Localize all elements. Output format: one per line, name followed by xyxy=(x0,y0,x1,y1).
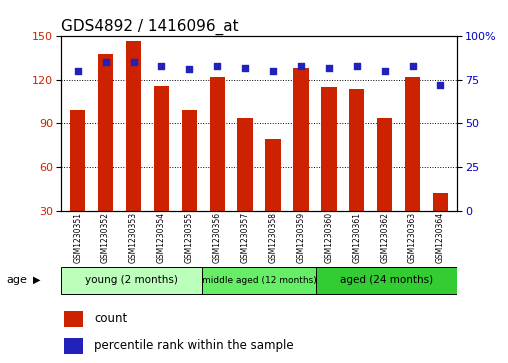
Point xyxy=(102,60,110,65)
Point xyxy=(297,63,305,69)
Text: GDS4892 / 1416096_at: GDS4892 / 1416096_at xyxy=(61,19,239,35)
FancyBboxPatch shape xyxy=(61,266,203,294)
Point xyxy=(213,63,221,69)
Point xyxy=(436,82,444,88)
Bar xyxy=(64,338,83,354)
Bar xyxy=(265,139,281,254)
Text: aged (24 months): aged (24 months) xyxy=(340,276,433,285)
Point xyxy=(74,68,82,74)
FancyBboxPatch shape xyxy=(315,266,457,294)
Bar xyxy=(182,110,197,254)
Text: ▶: ▶ xyxy=(33,275,40,285)
Point xyxy=(380,68,389,74)
Point xyxy=(185,66,194,72)
Bar xyxy=(154,86,169,254)
Bar xyxy=(433,193,448,254)
Bar xyxy=(237,118,253,254)
Point xyxy=(353,63,361,69)
Point xyxy=(408,63,417,69)
Bar xyxy=(349,89,364,254)
Text: middle aged (12 months): middle aged (12 months) xyxy=(202,276,316,285)
Bar xyxy=(126,41,141,254)
Point xyxy=(241,65,249,70)
Text: count: count xyxy=(94,312,127,325)
Bar xyxy=(377,118,392,254)
Bar xyxy=(321,87,336,254)
Text: young (2 months): young (2 months) xyxy=(85,276,178,285)
Text: percentile rank within the sample: percentile rank within the sample xyxy=(94,339,294,352)
Point xyxy=(157,63,166,69)
Bar xyxy=(64,311,83,327)
Bar xyxy=(293,68,309,254)
Point xyxy=(269,68,277,74)
Text: age: age xyxy=(7,275,27,285)
Bar xyxy=(210,77,225,254)
Bar xyxy=(70,110,85,254)
Bar xyxy=(405,77,420,254)
FancyBboxPatch shape xyxy=(203,266,315,294)
Point xyxy=(325,65,333,70)
Bar xyxy=(98,54,113,254)
Point xyxy=(130,60,138,65)
